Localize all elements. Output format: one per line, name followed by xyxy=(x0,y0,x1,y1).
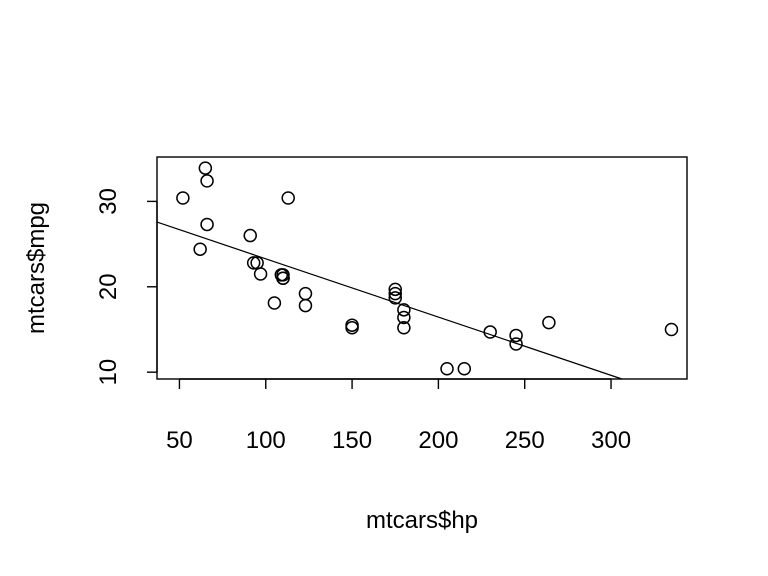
data-point xyxy=(298,298,313,313)
data-point xyxy=(397,303,411,317)
data-point xyxy=(388,286,402,301)
y-tick-label: 30 xyxy=(95,188,122,215)
data-point xyxy=(388,282,402,297)
x-tick-label: 100 xyxy=(246,427,286,454)
x-tick-label: 250 xyxy=(505,427,545,454)
data-point xyxy=(388,291,402,305)
x-tick-label: 50 xyxy=(166,427,193,454)
x-tick-label: 150 xyxy=(332,427,372,454)
data-point xyxy=(509,337,523,351)
data-point xyxy=(176,191,190,205)
y-tick-label: 10 xyxy=(95,359,122,386)
data-point xyxy=(274,268,289,282)
x-axis-label: mtcars$hp xyxy=(366,507,478,534)
data-point xyxy=(267,296,282,310)
data-point xyxy=(281,191,295,205)
x-axis-ticks: 50 100 150 200 250 300 xyxy=(166,379,631,454)
data-point xyxy=(664,322,679,337)
data-point xyxy=(542,315,556,330)
y-axis-ticks: 10 20 30 xyxy=(95,188,157,386)
data-point xyxy=(509,328,523,343)
data-point xyxy=(193,242,207,256)
data-point xyxy=(200,217,214,232)
data-point xyxy=(200,174,214,188)
y-tick-label: 20 xyxy=(95,273,122,300)
data-point xyxy=(440,362,454,376)
data-point xyxy=(243,228,257,243)
data-point xyxy=(397,321,411,335)
data-point xyxy=(253,267,268,281)
data-point xyxy=(246,256,261,270)
data-point xyxy=(483,325,497,339)
x-tick-label: 300 xyxy=(591,427,631,454)
data-point xyxy=(345,321,359,335)
x-tick-label: 200 xyxy=(418,427,458,454)
data-point xyxy=(198,161,213,175)
y-axis-label: mtcars$mpg xyxy=(23,202,50,334)
data-points xyxy=(176,161,679,376)
data-point xyxy=(397,310,411,325)
data-point xyxy=(457,362,472,376)
